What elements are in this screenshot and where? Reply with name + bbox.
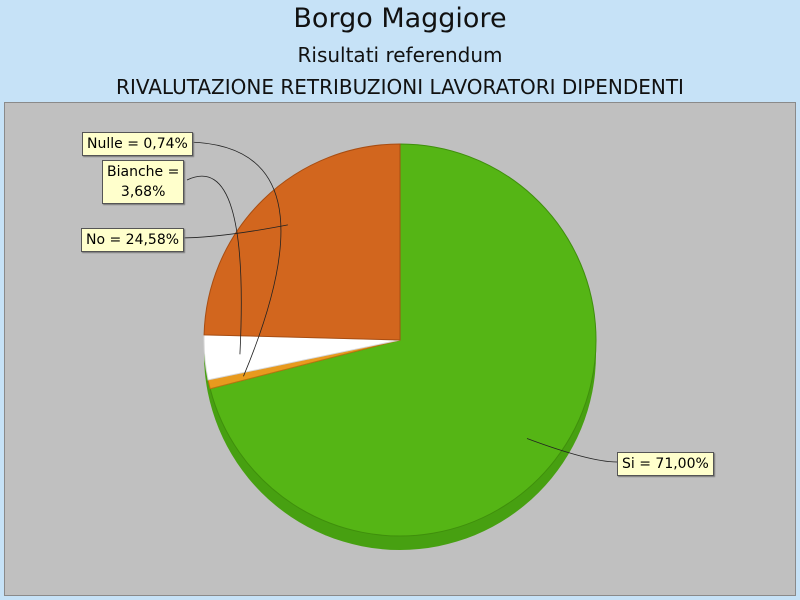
chart-subtitle: Risultati referendum xyxy=(297,43,503,67)
chart-title: Borgo Maggiore xyxy=(293,3,507,34)
slice-label-si: Si = 71,00% xyxy=(617,452,714,476)
slice-label-nulle: Nulle = 0,74% xyxy=(82,132,193,156)
pie-slice-no xyxy=(203,143,401,341)
pie-slice-si xyxy=(209,143,597,537)
slice-label-no: No = 24,58% xyxy=(81,228,185,252)
slice-label-bianche-line2: 3,68% xyxy=(120,184,166,200)
referendum-question: RIVALUTAZIONE RETRIBUZIONI LAVORATORI DI… xyxy=(116,75,684,99)
slice-label-bianche: Bianche = 3,68% xyxy=(102,160,185,204)
leader-line-bianche xyxy=(186,175,242,355)
slice-label-bianche-line1: Bianche = xyxy=(107,164,180,180)
leader-line-no xyxy=(178,224,288,239)
leader-line-si xyxy=(526,438,618,463)
leader-line-nulle xyxy=(187,141,282,377)
